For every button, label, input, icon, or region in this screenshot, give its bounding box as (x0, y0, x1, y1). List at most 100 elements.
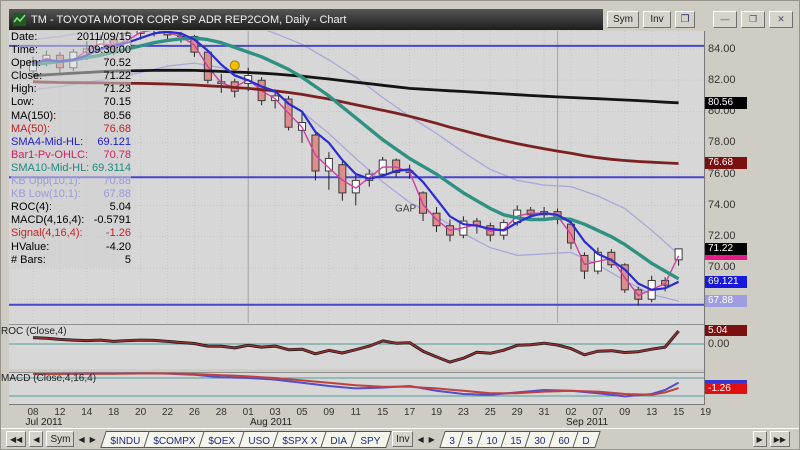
x-axis-tick-label: 26 (188, 407, 200, 418)
chart-window-icon (13, 13, 26, 26)
x-axis-tick-label: 14 (81, 407, 93, 418)
bottom-toolbar: ◀◀ ◀ Sym ◀ ▶ $INDU $COMPX $OEX USO $SPX X DIA SPY In… (1, 428, 799, 449)
sym-button[interactable]: Sym (46, 431, 75, 447)
info-row-label: Low: (11, 96, 35, 109)
sym-button-top[interactable]: Sym (607, 10, 639, 28)
nav-prev-button[interactable]: ◀ (29, 431, 44, 447)
x-axis-tick-label: 15 (377, 407, 389, 418)
interval-tabs-scroll-right-icon[interactable]: ▶ (428, 434, 435, 444)
x-axis-tick-label: 09 (323, 407, 335, 418)
macd-value-badge: -1.26 (705, 382, 747, 394)
info-row-label: SMA4-Mid-HL: (11, 135, 84, 148)
info-row-label: Signal(4,16,4): (11, 227, 83, 240)
info-row: Time: 09:30:00 (11, 44, 131, 57)
x-axis-tick-label: 31 (538, 407, 550, 418)
info-row: Signal(4,16,4): -1.26 (11, 227, 131, 240)
info-row-label: KB Upp(10,1): (11, 175, 81, 188)
info-row-value: 70.52 (103, 57, 131, 70)
x-axis-tick-label: 19 (699, 407, 712, 418)
candle-body (338, 164, 347, 194)
info-row-label: HValue: (11, 240, 50, 253)
x-axis-tick-label: 08 (27, 407, 39, 418)
info-row-value: -4.20 (105, 240, 131, 253)
inv-button-top[interactable]: Inv (643, 10, 671, 28)
minimize-button[interactable]: — (713, 10, 737, 28)
x-axis-tick-label: 18 (108, 407, 120, 418)
symbol-tabs-scroll-left-icon[interactable]: ◀ (78, 434, 85, 444)
info-row-label: MA(150): (11, 109, 57, 122)
info-row-value: 71.22 (103, 70, 131, 83)
title-bar[interactable]: TM - TOYOTA MOTOR CORP SP ADR REP2COM, D… (9, 9, 603, 30)
price-badge: 76.68 (705, 157, 747, 170)
info-row-value: 69.3114 (92, 161, 131, 174)
x-axis-tick-label: 28 (215, 407, 227, 418)
price-badge: 67.88 (705, 295, 747, 308)
info-row: SMA10-Mid-HL: 69.3114 (11, 162, 131, 175)
symbol-tab-label: SPY (360, 435, 381, 447)
symbol-tab[interactable]: SPY (350, 430, 392, 448)
info-row-value: 2011/09/15 (76, 31, 131, 43)
symbol-tab-label: $OEX (208, 435, 236, 447)
x-axis-tick-label: 03 (269, 407, 281, 418)
price-badge: 80.56 (705, 96, 747, 109)
restore-button[interactable]: ❐ (741, 10, 765, 28)
info-row-value: -1.26 (105, 227, 131, 240)
info-row-label: ROC(4): (11, 201, 52, 214)
x-axis-tick-label: 09 (619, 407, 631, 418)
roc-panel-plot[interactable] (9, 324, 706, 369)
price-badge: 69.121 (705, 275, 747, 288)
x-axis-tick-label: 29 (511, 407, 523, 418)
price-badge (705, 251, 747, 261)
x-axis-tick-label: 20 (135, 407, 147, 418)
symbol-tab[interactable]: $COMPX (143, 430, 207, 448)
symbol-tabs-scroll-right-icon[interactable]: ▶ (89, 434, 96, 444)
price-axis-border (704, 31, 705, 405)
scroll-right-button[interactable]: ▶ (752, 431, 767, 447)
scroll-right-end-button[interactable]: ▶▶ (769, 431, 790, 447)
price-axis-label: 74.00 (708, 198, 736, 211)
symbol-tab-label: $COMPX (153, 435, 196, 447)
roc-zero-label: 0.00 (708, 338, 730, 350)
info-row: SMA4-Mid-HL: 69.121 (11, 136, 131, 149)
info-row: Close: 71.22 (11, 70, 131, 83)
price-axis-label: 84.00 (708, 42, 736, 55)
x-axis-tick-label: 12 (54, 407, 66, 418)
x-axis-month-label: Jul 2011 (25, 417, 63, 428)
interval-tab-label: 30 (534, 435, 546, 447)
x-axis-tick-label: 23 (457, 407, 469, 418)
roc-panel-background (9, 324, 704, 369)
info-row: Low: 70.15 (11, 96, 131, 109)
window-restore-icon-button[interactable]: ❐ (675, 10, 695, 28)
interval-tab[interactable]: D (572, 430, 602, 448)
info-row-value: 80.56 (103, 109, 131, 122)
titlebar-controls: Sym Inv ❐ — ❐ ✕ (607, 10, 793, 28)
price-axis-label: 80.00 (708, 105, 736, 118)
symbol-tab-label: $INDU (110, 435, 141, 447)
inv-button[interactable]: Inv (392, 431, 414, 447)
candle-body (392, 159, 401, 174)
info-row: MA(150): 80.56 (11, 110, 131, 123)
info-row-label: Date: (11, 31, 38, 43)
close-button[interactable]: ✕ (769, 10, 793, 28)
window-title: TM - TOYOTA MOTOR CORP SP ADR REP2COM, D… (31, 13, 347, 26)
interval-tabs-scroll-left-icon[interactable]: ◀ (417, 434, 424, 444)
info-row: Bar1-Pv-OHLC: 70.78 (11, 149, 131, 162)
ma50-line (32, 80, 679, 165)
x-axis-tick-label: 01 (242, 407, 254, 418)
price-axis-label: 70.00 (708, 261, 736, 274)
x-axis-tick-label: 15 (673, 407, 685, 418)
info-row-value: 70.78 (103, 148, 131, 161)
sma10-line (32, 36, 680, 281)
candle-body (311, 134, 320, 172)
macd-value-badge (705, 379, 747, 386)
sma4-line (32, 31, 680, 291)
nav-first-button[interactable]: ◀◀ (6, 431, 27, 447)
x-axis-month-label: Sep 2011 (565, 417, 609, 428)
info-row-value: -0.5791 (93, 214, 131, 227)
interval-tab-strip: 3 5 10 15 30 60 D (439, 430, 602, 448)
candle-body (674, 248, 683, 261)
macd-panel-plot[interactable] (9, 372, 706, 405)
info-row: Date: 2011/09/15 (11, 31, 131, 44)
info-row-label: Time: (11, 44, 39, 57)
